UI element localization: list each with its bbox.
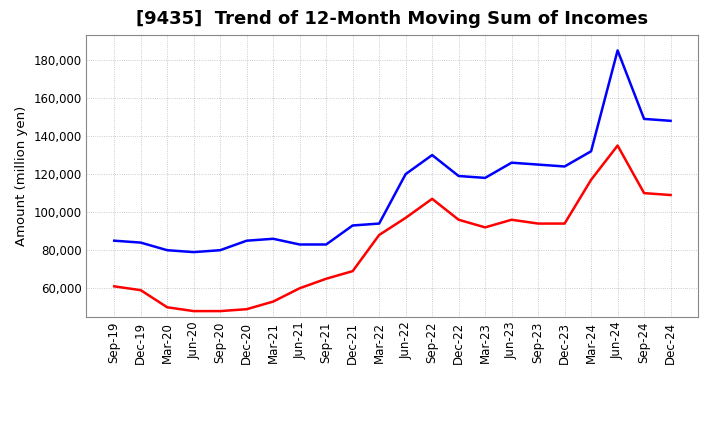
Net Income [613,143,622,148]
Ordinary Income [428,152,436,158]
Ordinary Income [189,249,198,255]
Net Income [666,192,675,198]
Line: Ordinary Income: Ordinary Income [114,51,670,252]
Ordinary Income [666,118,675,124]
Net Income [216,308,225,314]
Ordinary Income [136,240,145,245]
Ordinary Income [613,48,622,53]
Net Income [560,221,569,226]
Net Income [243,307,251,312]
Net Income [587,177,595,183]
Title: [9435]  Trend of 12-Month Moving Sum of Incomes: [9435] Trend of 12-Month Moving Sum of I… [136,10,649,28]
Ordinary Income [269,236,277,242]
Net Income [508,217,516,222]
Ordinary Income [110,238,119,243]
Ordinary Income [295,242,304,247]
Ordinary Income [481,175,490,180]
Net Income [640,191,649,196]
Net Income [163,304,171,310]
Ordinary Income [454,173,463,179]
Net Income [375,232,384,238]
Net Income [481,225,490,230]
Net Income [269,299,277,304]
Ordinary Income [508,160,516,165]
Ordinary Income [534,162,542,167]
Net Income [401,215,410,220]
Net Income [454,217,463,222]
Ordinary Income [587,149,595,154]
Ordinary Income [163,248,171,253]
Ordinary Income [322,242,330,247]
Line: Net Income: Net Income [114,146,670,311]
Y-axis label: Amount (million yen): Amount (million yen) [14,106,28,246]
Ordinary Income [243,238,251,243]
Net Income [534,221,542,226]
Net Income [348,268,357,274]
Net Income [189,308,198,314]
Net Income [136,287,145,293]
Ordinary Income [216,248,225,253]
Net Income [322,276,330,282]
Ordinary Income [401,172,410,177]
Ordinary Income [640,116,649,121]
Net Income [110,284,119,289]
Net Income [428,196,436,202]
Ordinary Income [560,164,569,169]
Net Income [295,286,304,291]
Ordinary Income [348,223,357,228]
Ordinary Income [375,221,384,226]
